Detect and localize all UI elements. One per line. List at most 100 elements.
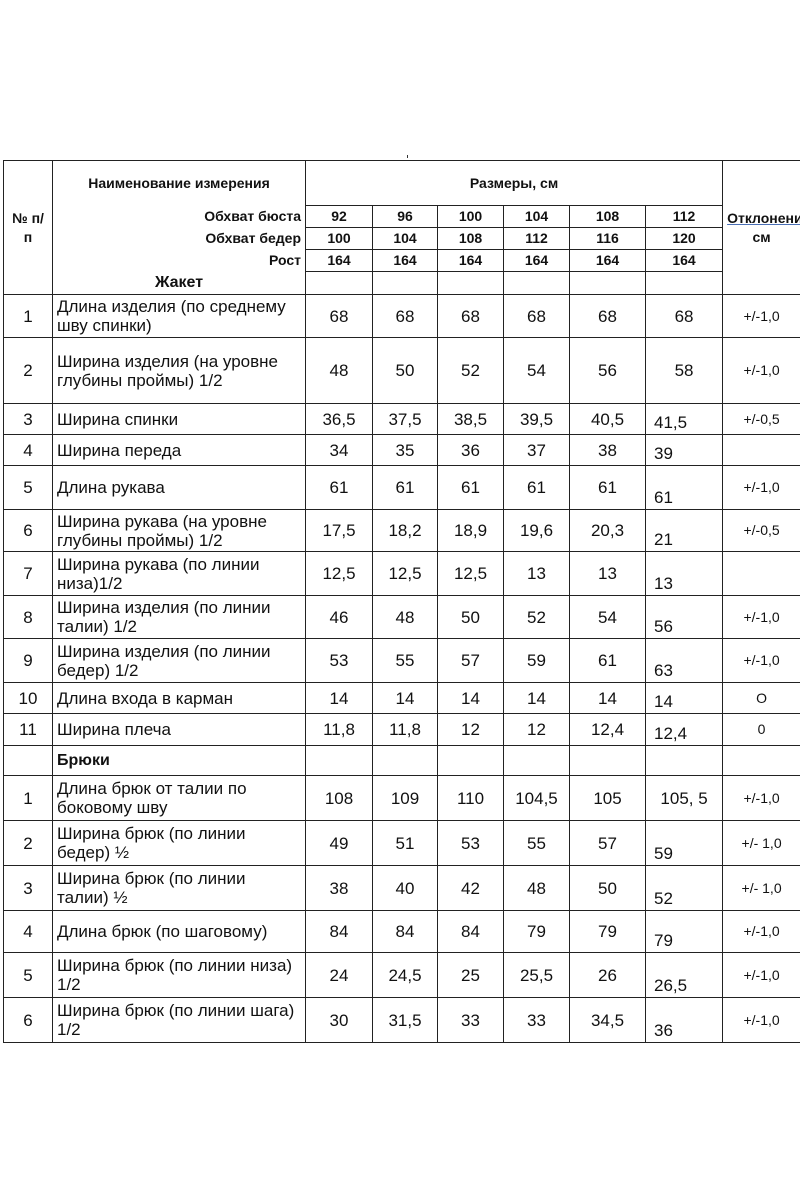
size-value: 26,5 [644, 952, 724, 998]
empty-cell [437, 745, 504, 776]
size-value: 57 [569, 820, 646, 866]
measurement-row: 1 Длина брюк от талии по боковому шву 108 1… [3, 775, 800, 821]
row-number: 1 [3, 294, 53, 338]
measurement-row: 10 Длина входа в карман 14 14 14 14 14 14 O [3, 682, 800, 714]
size-value: 37 [503, 434, 570, 466]
size-value: 59 [503, 638, 570, 683]
param-value: 104 [372, 227, 438, 250]
size-value: 20,3 [569, 509, 646, 552]
row-number: 4 [3, 910, 53, 953]
tolerance-value: 0 [722, 713, 800, 746]
size-value: 11,8 [372, 713, 438, 746]
param-value: 164 [644, 249, 724, 272]
measurement-name: Длина входа в карман [52, 682, 306, 714]
param-value: 108 [437, 227, 504, 250]
param-row: Обхват бюста 92 96 100 104 108 112 [4, 205, 800, 228]
size-value: 52 [437, 337, 504, 404]
row-number: 5 [3, 465, 53, 510]
param-value: 112 [503, 227, 570, 250]
tolerance-header: Отклонение,+,- см [722, 160, 800, 295]
size-value: 13 [569, 551, 646, 596]
row-number: 4 [3, 434, 53, 466]
size-value: 59 [644, 820, 724, 866]
section-title: Жакет [52, 271, 306, 295]
param-label: Обхват бюста [52, 205, 306, 228]
name-header: Наименование измерения [52, 160, 306, 206]
measurement-row: 2 Ширина изделия (на уровне глубины пройм… [3, 337, 800, 404]
param-value: 164 [569, 249, 646, 272]
param-row: Рост 164 164 164 164 164 164 [4, 249, 800, 272]
size-value: 55 [372, 638, 438, 683]
tolerance-value: +/- 1,0 [722, 865, 800, 911]
tolerance-value [722, 551, 800, 596]
row-number: 2 [3, 337, 53, 404]
size-value: 18,9 [437, 509, 504, 552]
size-value: 33 [437, 997, 504, 1043]
param-value: 100 [437, 205, 504, 228]
measurement-row: 3 Ширина брюк (по линии талии) ½ 38 40 42 48 5… [3, 865, 800, 911]
row-number: 10 [3, 682, 53, 714]
tolerance-value: +/-1,0 [722, 952, 800, 998]
measurement-name: Ширина брюк (по линии шага) 1/2 [52, 997, 306, 1043]
size-value: 38 [305, 865, 373, 911]
measurement-row: 2 Ширина брюк (по линии бедер) ½ 49 51 53 55 5… [3, 820, 800, 866]
size-value: 50 [372, 337, 438, 404]
size-value: 84 [437, 910, 504, 953]
measurement-row: 5 Длина рукава 61 61 61 61 61 61 +/-1,0 [3, 465, 800, 510]
measurement-row: 4 Длина брюк (по шаговому) 84 84 84 79 79 79 +/-… [3, 910, 800, 953]
size-value: 68 [305, 294, 373, 338]
section-row: Жакет [4, 271, 800, 295]
tolerance-value: O [722, 682, 800, 714]
size-chart-table: № п/п Наименование измерения Размеры, см… [3, 160, 800, 1043]
size-value: 108 [305, 775, 373, 821]
size-value: 36 [644, 997, 724, 1043]
measurement-name: Ширина изделия (по линии талии) 1/2 [52, 595, 306, 639]
size-value: 110 [437, 775, 504, 821]
measurement-name: Длина рукава [52, 465, 306, 510]
size-value: 84 [372, 910, 438, 953]
empty-cell [437, 271, 504, 295]
size-value: 24 [305, 952, 373, 998]
size-value: 41,5 [644, 403, 724, 435]
param-label: Обхват бедер [52, 227, 306, 250]
size-value: 14 [644, 682, 724, 714]
tolerance-value: +/- 1,0 [722, 820, 800, 866]
size-value: 61 [305, 465, 373, 510]
empty-cell [722, 745, 800, 776]
size-value: 14 [372, 682, 438, 714]
row-number: 7 [3, 551, 53, 596]
param-value: 116 [569, 227, 646, 250]
size-value: 14 [503, 682, 570, 714]
measurement-name: Ширина брюк (по линии низа) 1/2 [52, 952, 306, 998]
size-value: 19,6 [503, 509, 570, 552]
size-value: 56 [569, 337, 646, 404]
size-value: 104,5 [503, 775, 570, 821]
size-value: 52 [503, 595, 570, 639]
size-value: 68 [569, 294, 646, 338]
tolerance-value [722, 434, 800, 466]
size-value: 58 [644, 337, 724, 404]
measurement-row: 8 Ширина изделия (по линии талии) 1/2 46 48… [3, 595, 800, 639]
size-value: 18,2 [372, 509, 438, 552]
size-value: 51 [372, 820, 438, 866]
size-value: 13 [644, 551, 724, 596]
measurement-row: 3 Ширина спинки 36,5 37,5 38,5 39,5 40,5 41,5 +/… [3, 403, 800, 435]
measurement-row: 1 Длина изделия (по среднему шву спинки) 6… [3, 294, 800, 338]
size-value: 40,5 [569, 403, 646, 435]
size-value: 42 [437, 865, 504, 911]
size-value: 54 [569, 595, 646, 639]
size-value: 48 [372, 595, 438, 639]
row-number: 1 [3, 775, 53, 821]
size-value: 12,5 [305, 551, 373, 596]
measurement-name: Ширина переда [52, 434, 306, 466]
size-value: 38,5 [437, 403, 504, 435]
size-value: 68 [437, 294, 504, 338]
size-value: 68 [644, 294, 724, 338]
measurement-name: Длина брюк (по шаговому) [52, 910, 306, 953]
empty-cell [305, 745, 373, 776]
size-value: 36,5 [305, 403, 373, 435]
size-value: 12 [503, 713, 570, 746]
tolerance-value: +/-1,0 [722, 638, 800, 683]
row-number: 11 [3, 713, 53, 746]
size-value: 46 [305, 595, 373, 639]
